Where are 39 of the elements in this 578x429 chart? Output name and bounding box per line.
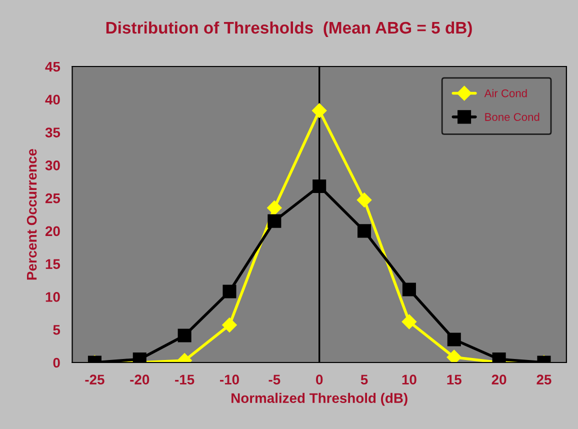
point (447, 332, 461, 346)
point (446, 350, 462, 363)
point (268, 214, 282, 228)
y-tick-label: 30 (45, 160, 60, 170)
x-tick-label: -10 (220, 374, 239, 385)
x-tick-label: 20 (492, 374, 506, 385)
y-tick-label: 40 (45, 94, 60, 105)
point (222, 318, 237, 332)
legend-label: Bone Cond (485, 112, 540, 121)
legend-label: Air Cond (484, 89, 527, 98)
x-tick-label: -20 (130, 374, 150, 385)
x-tick-label: 0 (316, 374, 323, 385)
point (178, 328, 192, 342)
y-tick-label: 25 (45, 193, 60, 204)
point (358, 224, 372, 238)
x-tick-label: 5 (360, 374, 368, 385)
y-tick-label: 15 (46, 259, 60, 270)
x-tick-label: -5 (268, 374, 280, 385)
point (356, 192, 372, 208)
y-tick-label: 5 (53, 325, 60, 335)
point (222, 284, 236, 298)
y-tick-label: 35 (45, 128, 60, 138)
y-tick-label: 20 (45, 226, 60, 236)
x-axis-title: Normalized Threshold (dB) (232, 392, 408, 406)
y-tick-label: 10 (46, 292, 60, 302)
x-tick-label: 15 (447, 374, 462, 385)
point (402, 314, 417, 330)
point (267, 200, 282, 216)
point (312, 103, 327, 118)
x-tick-label: -15 (175, 374, 194, 385)
chart-title: Distribution of Thresholds (Mean ABG = 5 dB) (106, 21, 472, 37)
x-tick-label: -25 (85, 374, 104, 385)
y-tick-label: 0 (53, 358, 60, 368)
y-axis-title: Percent Occurrence (26, 148, 37, 280)
x-tick-label: 25 (536, 374, 552, 385)
point (312, 179, 326, 193)
y-tick-label: 45 (45, 62, 60, 72)
x-tick-label: 10 (402, 374, 416, 385)
point (402, 282, 416, 296)
